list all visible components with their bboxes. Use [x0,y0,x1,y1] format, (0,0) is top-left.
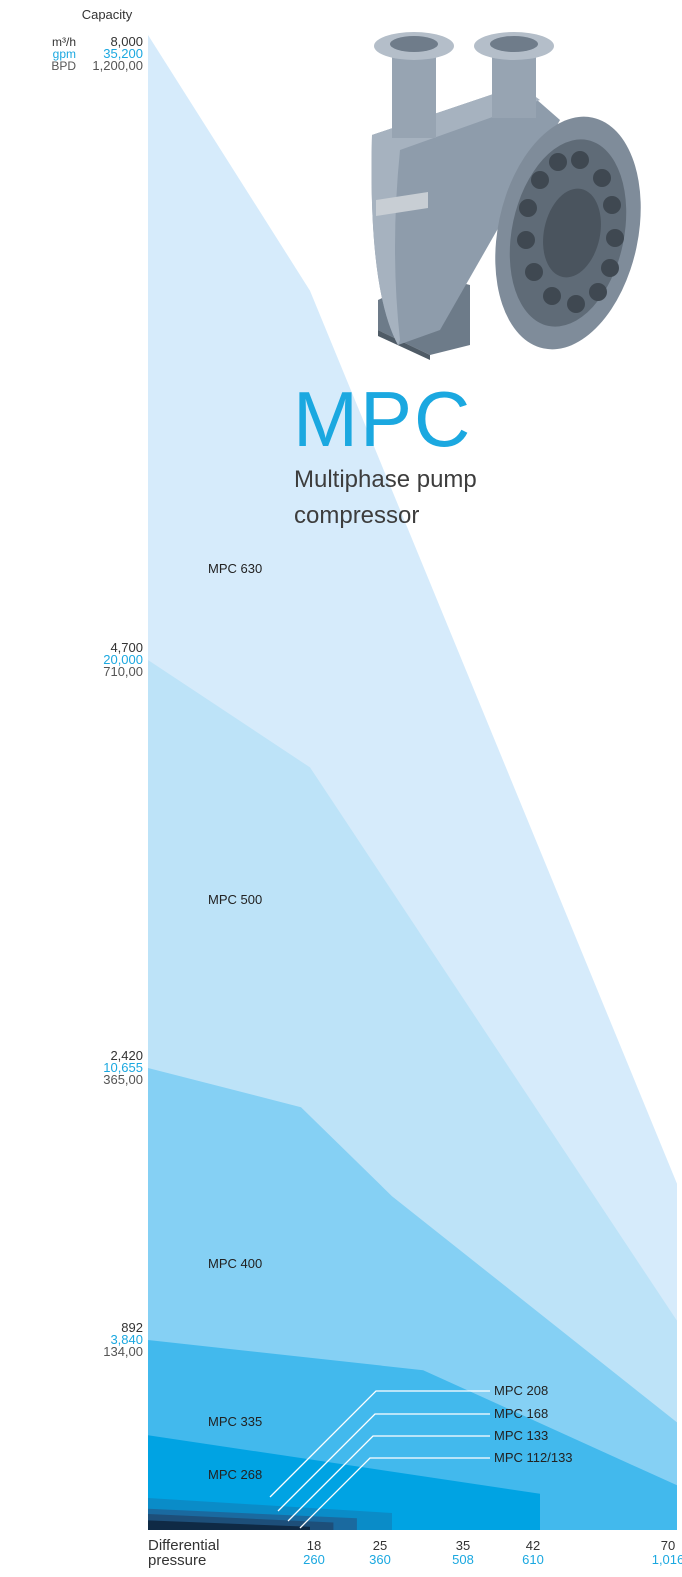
chart-subtitle: Multiphase pump compressor [294,466,477,529]
area-mpc-112-133 [148,1520,310,1530]
callout-line-mpc-133 [287,1435,490,1522]
x-tick-bar: 35 [456,1538,470,1553]
y-tick-bpd: 710,00 [103,664,143,679]
series-label-mpc-500: MPC 500 [208,892,262,907]
callout-line-mpc-112-133 [299,1457,490,1529]
y-unit-label: gpm [53,47,76,61]
series-label-mpc-630: MPC 630 [208,561,262,576]
x-tick-bar: 25 [373,1538,387,1553]
y-tick-gpm: 35,200 [103,46,143,61]
x-tick-bar: 42 [526,1538,540,1553]
y-unit-label: BPD [51,59,76,73]
x-tick-bar: 70 [661,1538,675,1553]
callout-line-mpc-168 [277,1413,490,1512]
series-label-mpc-168: MPC 168 [494,1406,548,1421]
series-label-mpc-268: MPC 268 [208,1467,262,1482]
chart-title: MPC [293,375,473,463]
y-tick-m3h: 2,420 [110,1048,143,1063]
series-label-mpc-208: MPC 208 [494,1383,548,1398]
y-tick-m3h: 8,000 [110,34,143,49]
series-label-mpc-400: MPC 400 [208,1256,262,1271]
y-axis-title: Capacity [82,7,133,22]
x-tick-psi: 508 [452,1552,474,1567]
series-label-mpc-133: MPC 133 [494,1428,548,1443]
callout-line-mpc-208 [269,1390,490,1498]
y-tick-m3h: 892 [121,1320,143,1335]
y-tick-gpm: 10,655 [103,1060,143,1075]
pump-compressor-image [371,32,641,360]
x-tick-psi: 260 [303,1552,325,1567]
y-tick-gpm: 20,000 [103,652,143,667]
x-tick-psi: 360 [369,1552,391,1567]
y-tick-bpd: 1,200,00 [92,58,143,73]
y-tick-bpd: 365,00 [103,1072,143,1087]
y-tick-m3h: 4,700 [110,640,143,655]
x-tick-psi: 1,016 [652,1552,682,1567]
x-tick-bar: 18 [307,1538,321,1553]
x-axis-title: Differential pressure [148,1537,219,1569]
y-tick-gpm: 3,840 [110,1332,143,1347]
x-tick-psi: 610 [522,1552,544,1567]
y-tick-bpd: 134,00 [103,1344,143,1359]
series-label-mpc-335: MPC 335 [208,1414,262,1429]
y-unit-label: m³/h [52,35,76,49]
series-label-mpc-112-133: MPC 112/133 [494,1450,573,1465]
